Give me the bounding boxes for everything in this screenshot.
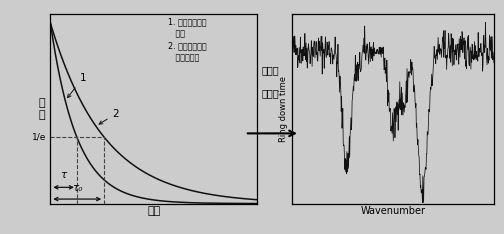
- Text: 光波长: 光波长: [262, 89, 279, 99]
- Text: τ₀: τ₀: [72, 183, 83, 193]
- Y-axis label: Ring down time: Ring down time: [279, 76, 288, 142]
- Text: 1. 空腔时的衰荡
   曲线
2. 腔内有介质时
   的衰荡曲线: 1. 空腔时的衰荡 曲线 2. 腔内有介质时 的衰荡曲线: [168, 18, 207, 62]
- Text: 2: 2: [99, 109, 119, 124]
- Text: 扫描激: 扫描激: [262, 65, 279, 75]
- X-axis label: 时间: 时间: [147, 206, 160, 216]
- Y-axis label: 强
度: 强 度: [39, 98, 45, 120]
- X-axis label: Wavenumber: Wavenumber: [361, 206, 425, 216]
- Text: τ: τ: [60, 170, 67, 180]
- Text: 1/e: 1/e: [31, 133, 46, 142]
- Text: 1: 1: [68, 73, 86, 98]
